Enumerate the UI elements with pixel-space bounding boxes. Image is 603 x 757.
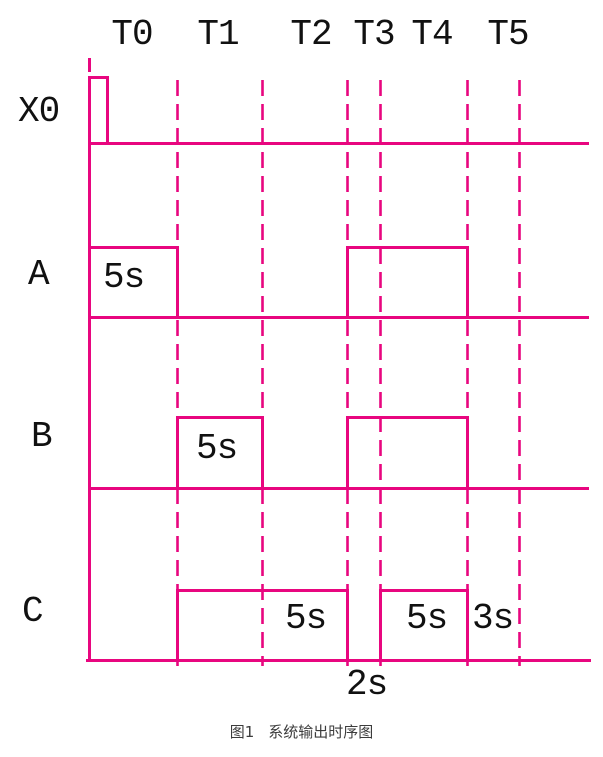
- pulse-a-1: [88, 246, 179, 317]
- signal-label-a: A: [28, 254, 50, 295]
- duration-label-c1: 5s: [285, 598, 327, 639]
- signal-label-c: C: [22, 591, 44, 632]
- duration-label-t3-2s: 2s: [346, 664, 388, 705]
- time-label-t2: T2: [290, 14, 332, 55]
- pulse-b-2: [346, 416, 469, 488]
- duration-label-t5-gap: 3s: [472, 598, 514, 639]
- time-label-t0: T0: [111, 14, 153, 55]
- duration-label-b1: 5s: [196, 428, 238, 469]
- duration-label-a1: 5s: [103, 257, 145, 298]
- pulse-x0: [88, 76, 109, 143]
- time-label-t3: T3: [353, 14, 395, 55]
- time-label-t5: T5: [487, 14, 529, 55]
- figure-caption: 图1 系统输出时序图: [0, 722, 603, 742]
- duration-label-c2: 5s: [406, 598, 448, 639]
- pulse-c-2: [379, 589, 469, 660]
- caption-number: 图1: [229, 723, 255, 741]
- signal-label-x0: X0: [18, 91, 60, 132]
- time-label-t4: T4: [411, 14, 453, 55]
- pulse-a-2: [346, 246, 469, 317]
- pulse-b-1: [176, 416, 264, 488]
- signal-label-b: B: [31, 416, 53, 457]
- time-label-t1: T1: [197, 14, 239, 55]
- pulse-c-1: [176, 589, 349, 660]
- caption-title: 系统输出时序图: [268, 723, 374, 741]
- dashed-gridlines: [176, 80, 521, 666]
